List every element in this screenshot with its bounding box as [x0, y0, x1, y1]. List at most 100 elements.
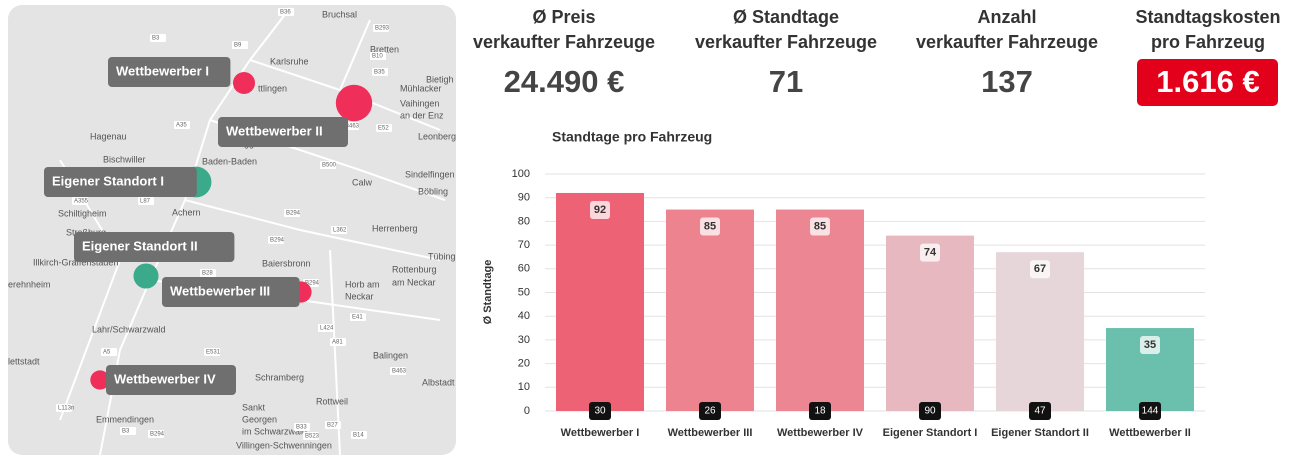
road-label: B3 [122, 429, 130, 435]
value-badge [1140, 336, 1160, 355]
road-badge [370, 52, 386, 60]
road-label: B523 [305, 434, 320, 440]
road-label: B294 [286, 211, 301, 217]
road-label: B35 [374, 70, 385, 76]
road-label: L87 [140, 199, 151, 205]
y-tick-label: 90 [518, 192, 530, 204]
place-label: Hagenau [90, 131, 127, 141]
place-label: Böbling [418, 186, 448, 196]
road-badge [268, 236, 284, 244]
place-label: Lahr/Schwarzwald [92, 324, 166, 334]
chart-title: Standtage pro Fahrzeug [552, 129, 712, 145]
y-tick-label: 80 [518, 215, 530, 227]
road-label: B28 [202, 271, 213, 277]
road-label: E531 [206, 350, 221, 356]
road-badge [278, 8, 294, 16]
place-label: Vaihingen [400, 98, 439, 108]
bar [556, 192, 644, 411]
place-label: Bischwiller [103, 154, 146, 164]
kpi-title: verkaufter Fahrzeuge [695, 32, 877, 52]
place-label: Bruchsal [322, 9, 357, 19]
place-label: Rottweil [316, 396, 348, 406]
y-tick-label: 0 [524, 405, 530, 417]
value-label: 35 [1144, 339, 1156, 351]
marker-label-box [106, 365, 236, 395]
value-badge [920, 243, 940, 262]
count-badge [699, 402, 721, 420]
road-label: L424 [320, 326, 334, 332]
place-label: Schiltigheim [58, 208, 107, 218]
bar [886, 235, 974, 411]
place-label: Herrenberg [372, 223, 418, 233]
y-tick-label: 10 [518, 381, 530, 393]
y-tick-label: 40 [518, 310, 530, 322]
road-badge [174, 121, 190, 129]
road-badge [120, 427, 136, 435]
road-label: B463 [392, 369, 407, 375]
road-label: B294 [305, 281, 320, 287]
marker-label-box [162, 277, 300, 307]
place-label: Bietigh [426, 74, 454, 84]
road-label: B33 [296, 425, 307, 431]
road-badge [376, 124, 392, 132]
road-label: L113n [58, 406, 74, 412]
place-label: Karlsruhe [270, 56, 309, 66]
place-label: Georgen [242, 414, 277, 424]
place-label: Sankt [242, 402, 266, 412]
x-tick-label: Wettbewerber I [561, 427, 640, 439]
map-marker [90, 370, 110, 390]
place-label: Mühlacker [400, 83, 442, 93]
road-badge [390, 367, 406, 375]
place-label: Emmendingen [96, 414, 154, 424]
road-label: A81 [332, 340, 343, 346]
y-tick-label: 70 [518, 239, 530, 251]
value-badge [590, 200, 610, 219]
y-tick-label: 100 [512, 168, 530, 180]
marker-label: Wettbewerber II [226, 123, 323, 138]
road-badge [373, 24, 389, 32]
place-label: lettstadt [8, 356, 40, 366]
road-badge [320, 161, 336, 169]
road-label: E41 [352, 315, 363, 321]
road-badge [232, 41, 248, 49]
marker-label: Wettbewerber IV [114, 371, 216, 386]
road-badge [200, 269, 216, 277]
x-tick-label: Wettbewerber II [1109, 427, 1191, 439]
count-badge [1029, 402, 1051, 420]
road-label: L362 [333, 228, 347, 234]
place-label: Achern [172, 207, 201, 217]
place-label: Horb am [345, 279, 380, 289]
kpi-value: 137 [981, 64, 1033, 99]
value-label: 85 [704, 220, 716, 232]
marker-label: Wettbewerber I [116, 63, 209, 78]
place-label: Villingen-Schwenningen [236, 440, 332, 450]
road-label: A35 [176, 123, 187, 129]
road-label: A355 [74, 199, 89, 205]
place-label: Schramberg [255, 372, 304, 382]
road-badge [150, 34, 166, 42]
count-label: 18 [814, 406, 826, 417]
road-badge [148, 430, 164, 438]
road-badge [351, 431, 367, 439]
count-badge [1139, 402, 1161, 420]
place-label: Albstadt [422, 377, 455, 387]
kpi-value: 24.490 € [504, 64, 625, 99]
road-badge [372, 68, 388, 76]
map-marker [335, 84, 373, 122]
count-label: 90 [924, 406, 936, 417]
bar [666, 209, 754, 411]
bar [996, 252, 1084, 411]
road-badge [325, 421, 341, 429]
place-label: Illkirch-Graffenstaden [33, 257, 118, 267]
kpi-highlight [1137, 59, 1278, 106]
road-badge [138, 197, 154, 205]
x-tick-label: Eigener Standort I [883, 427, 978, 439]
value-label: 67 [1034, 263, 1046, 275]
marker-label: Wettbewerber III [170, 283, 270, 298]
road-label: B294 [150, 432, 165, 438]
road-badge [56, 404, 72, 412]
kpi-title: pro Fahrzeug [1151, 32, 1265, 52]
road-badge [284, 209, 300, 217]
place-label: Baden-Baden [202, 156, 257, 166]
